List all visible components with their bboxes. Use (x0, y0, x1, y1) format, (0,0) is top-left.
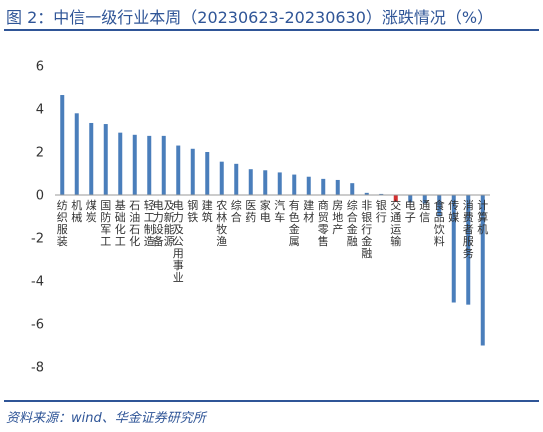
bar (74, 113, 79, 195)
category-label: 电力及公用事业 (173, 199, 184, 284)
category-label: 交通运输 (390, 198, 401, 248)
bar (103, 124, 108, 195)
category-label: 建筑 (202, 198, 213, 224)
category-label: 钢铁 (187, 199, 198, 224)
category-label: 银行 (376, 198, 387, 224)
category-label: 医药 (245, 199, 256, 224)
category-label: 煤炭 (86, 199, 97, 224)
bar (89, 122, 94, 195)
category-label: 房地产 (332, 199, 343, 236)
bar (205, 152, 210, 195)
bar (248, 169, 253, 195)
category-label: 计算机 (477, 199, 488, 236)
bar (306, 176, 311, 195)
y-tick-label: -4 (31, 275, 44, 290)
bar (364, 192, 369, 195)
bar (234, 163, 239, 195)
bar (263, 170, 268, 195)
category-label: 汽车 (274, 198, 285, 224)
bar (147, 135, 152, 195)
category-label: 农林牧渔 (216, 198, 227, 248)
category-label: 建材 (303, 198, 314, 224)
bar (176, 145, 181, 195)
category-label: 有色金属 (289, 198, 300, 248)
bar (451, 195, 456, 303)
y-tick-label: -6 (31, 318, 44, 333)
y-axis: -8 -6 -4 -2 0 2 4 6 (31, 60, 44, 376)
bar (466, 195, 471, 305)
category-label: 消费者服务 (463, 198, 474, 260)
category-label: 国防军工 (100, 199, 111, 248)
y-tick-label: 0 (36, 189, 44, 204)
bar (219, 161, 224, 195)
category-label: 非银行金融 (361, 199, 372, 260)
bar (132, 134, 137, 195)
category-label: 传媒 (448, 199, 459, 224)
y-tick-label: -8 (31, 361, 44, 376)
x-axis-labels: 纺织服装机械煤炭国防军工基础化工石油石化轻工制造电力设备及新能源电力及公用事业钢… (57, 198, 489, 284)
bar (321, 178, 326, 195)
category-label: 通信 (419, 199, 430, 224)
bar (437, 195, 442, 217)
bar (422, 195, 427, 204)
category-label: 机械 (71, 198, 82, 224)
category-label: 基础化工 (115, 199, 126, 248)
bar (190, 148, 195, 195)
category-label: 电力设备及新能源 (153, 199, 175, 248)
y-tick-label: 4 (36, 103, 44, 118)
category-label: 电子 (405, 199, 416, 224)
category-label: 商贸零售 (318, 198, 329, 248)
category-label: 纺织服装 (57, 198, 68, 248)
y-tick-label: 2 (36, 146, 44, 161)
bar (379, 193, 384, 195)
bar (292, 174, 297, 195)
bar (350, 183, 355, 195)
source-rule (4, 400, 539, 402)
bar (408, 195, 413, 203)
title-rule (4, 29, 539, 31)
bar (161, 135, 166, 195)
source-note: 资料来源：wind、华金证券研究所 (6, 411, 206, 426)
bar (335, 179, 340, 195)
y-tick-label: 6 (36, 60, 44, 75)
bar-series (60, 95, 485, 346)
bar (480, 195, 485, 346)
bar (393, 195, 398, 202)
category-label: 石油石化 (129, 199, 140, 248)
figure-title: 图 2：中信一级行业本周（20230623-20230630）涨跌情况（%） (6, 8, 494, 27)
bar (60, 95, 65, 195)
y-tick-label: -2 (31, 232, 44, 247)
category-label: 综合金融 (347, 198, 358, 248)
bar (118, 132, 123, 195)
category-label: 食品饮料 (434, 198, 445, 248)
category-label: 轻工制造 (144, 198, 155, 248)
bar (277, 172, 282, 195)
category-label: 家电 (260, 198, 271, 224)
bar-chart: -8 -6 -4 -2 0 2 4 6 纺织服装机械煤炭国防军工基础化工石油石化轻工制造电力设… (31, 60, 490, 376)
category-label: 综合 (231, 198, 242, 224)
